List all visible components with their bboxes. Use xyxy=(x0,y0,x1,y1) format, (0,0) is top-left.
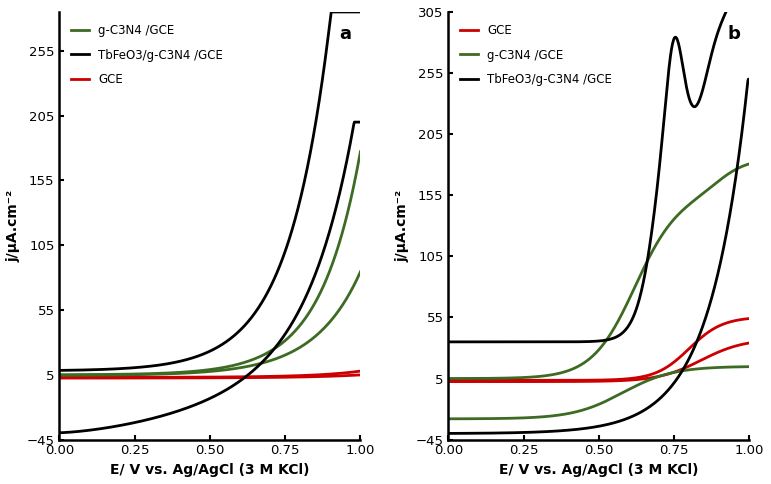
Legend: g-C3N4 /GCE, TbFeO3/g-C3N4 /GCE, GCE: g-C3N4 /GCE, TbFeO3/g-C3N4 /GCE, GCE xyxy=(66,18,229,92)
Y-axis label: j/μA.cm⁻²: j/μA.cm⁻² xyxy=(396,190,410,262)
Text: a: a xyxy=(339,25,352,43)
Legend: GCE, g-C3N4 /GCE, TbFeO3/g-C3N4 /GCE: GCE, g-C3N4 /GCE, TbFeO3/g-C3N4 /GCE xyxy=(454,18,618,92)
X-axis label: E/ V vs. Ag/AgCl (3 M KCl): E/ V vs. Ag/AgCl (3 M KCl) xyxy=(499,463,699,477)
Y-axis label: j/μA.cm⁻²: j/μA.cm⁻² xyxy=(7,190,21,262)
Text: b: b xyxy=(728,25,740,43)
X-axis label: E/ V vs. Ag/AgCl (3 M KCl): E/ V vs. Ag/AgCl (3 M KCl) xyxy=(110,463,310,477)
